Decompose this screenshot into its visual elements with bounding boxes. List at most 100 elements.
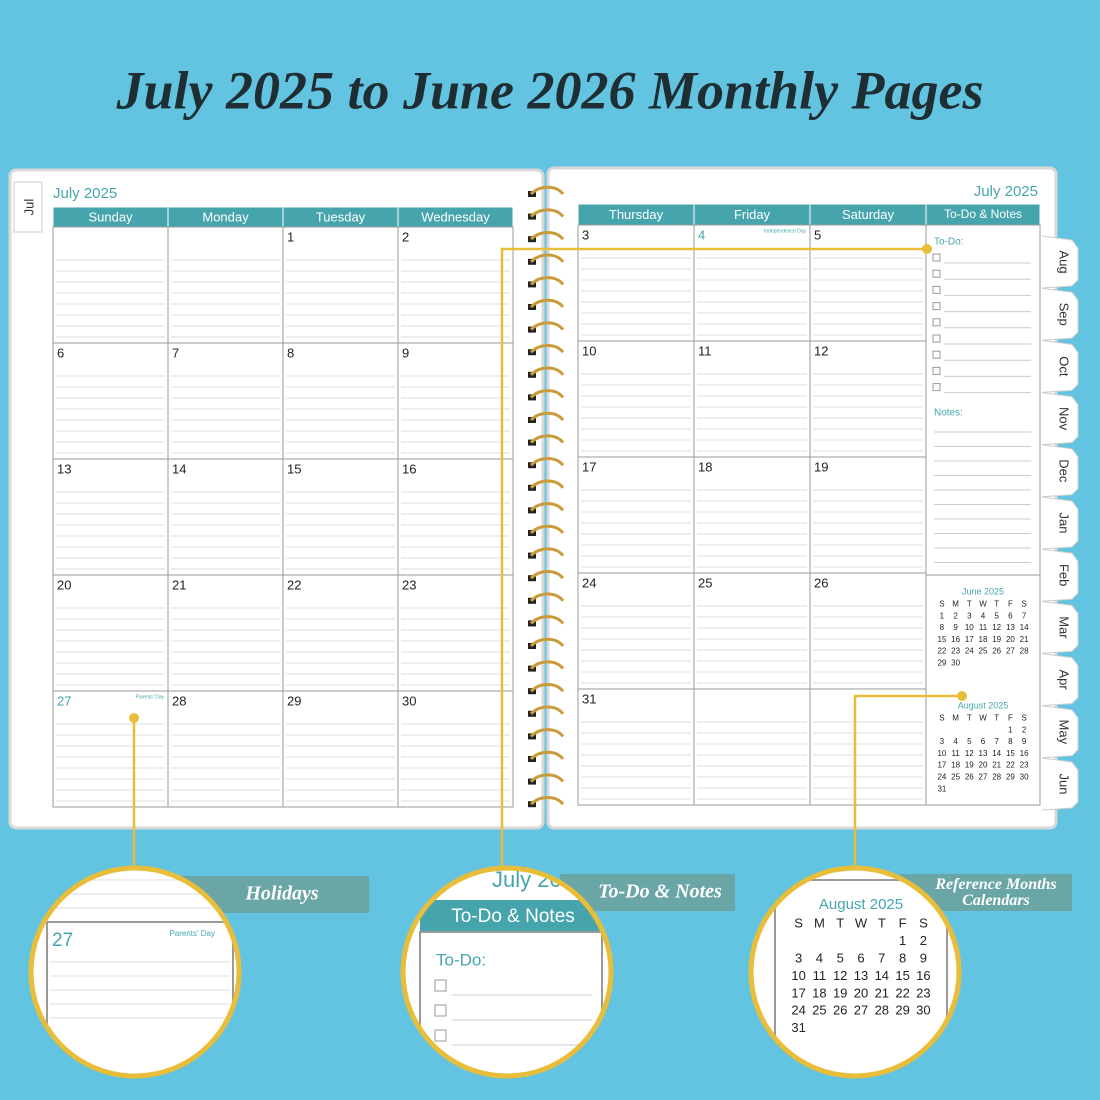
- mini-day: 23: [1020, 761, 1029, 770]
- mini-weekday: T: [994, 599, 999, 608]
- ring: [529, 705, 565, 715]
- day-cell: [52, 690, 169, 808]
- checkbox: [932, 318, 941, 327]
- mini-day: 19: [965, 761, 974, 770]
- mini-day: 3: [940, 737, 945, 746]
- month-tab-label: Jul: [21, 199, 36, 216]
- mini-day: 14: [1020, 623, 1029, 632]
- ring: [529, 502, 565, 512]
- mini-day: 22: [895, 985, 909, 1000]
- mini-day: 30: [916, 1003, 930, 1018]
- holiday-label: Parents' Day: [136, 694, 165, 700]
- mini-day: 19: [992, 635, 1001, 644]
- mini-day: 8: [940, 623, 945, 632]
- month-tab: [1041, 548, 1079, 602]
- month-tab-label: Feb: [1057, 564, 1072, 586]
- month-tab-label: Sep: [1057, 303, 1072, 326]
- day-number: 22: [287, 577, 301, 592]
- day-number: 5: [814, 227, 821, 242]
- mini-day: 30: [1020, 772, 1029, 781]
- ring: [529, 253, 565, 263]
- zoom-ring: [28, 865, 242, 1079]
- day-cell: [282, 226, 399, 344]
- mini-day: 10: [791, 968, 805, 983]
- mini-weekday: T: [967, 599, 972, 608]
- mini-weekday: S: [1021, 599, 1026, 608]
- mini-day: 8: [899, 950, 906, 965]
- mini-day: 6: [1008, 611, 1013, 620]
- day-cell: [577, 224, 695, 342]
- mini-day: 2: [953, 611, 958, 620]
- mini-day: 29: [1006, 772, 1015, 781]
- mini-day: 26: [965, 772, 974, 781]
- day-number: 12: [814, 343, 828, 358]
- day-number: 31: [582, 691, 596, 706]
- mini-day: 18: [812, 985, 826, 1000]
- holiday-label: Independence Day: [764, 228, 806, 234]
- mini-weekday: S: [1021, 713, 1026, 722]
- day-number: 26: [814, 575, 828, 590]
- mini-day: 12: [965, 749, 974, 758]
- mini-day: 26: [833, 1003, 847, 1018]
- mini-weekday: M: [814, 916, 825, 931]
- callout-label: To-Do & Notes: [598, 881, 722, 903]
- mini-day: 21: [992, 761, 1001, 770]
- mini-day: 16: [1020, 749, 1029, 758]
- mini-weekday: T: [878, 916, 886, 931]
- mini-day: 31: [791, 1020, 805, 1035]
- zoom-ring: [748, 865, 962, 1079]
- mini-day: 31: [937, 784, 946, 793]
- mini-day: 7: [1022, 611, 1027, 620]
- weekday-label: Wednesday: [421, 209, 490, 224]
- month-tab: [1041, 392, 1079, 446]
- mini-day: 24: [791, 1003, 805, 1018]
- day-number: 16: [402, 461, 416, 476]
- side-header: [420, 900, 602, 932]
- mini-weekday: W: [979, 713, 987, 722]
- mini-weekday: S: [794, 916, 803, 931]
- day-cell: [809, 456, 927, 574]
- month-tab-label: Dec: [1057, 459, 1072, 483]
- day-number: 18: [698, 459, 712, 474]
- mini-weekday: T: [836, 916, 844, 931]
- mini-day: 5: [837, 950, 844, 965]
- mini-day: 19: [833, 985, 847, 1000]
- day-number: 2: [402, 229, 409, 244]
- mini-weekday: F: [899, 916, 907, 931]
- mini-weekday: M: [952, 599, 959, 608]
- day-cell: [693, 572, 811, 690]
- checkbox: [434, 1029, 447, 1042]
- mini-day: 13: [854, 968, 868, 983]
- day-number: 27: [57, 693, 71, 708]
- mini-day: 3: [967, 611, 972, 620]
- mini-day: 12: [992, 623, 1001, 632]
- day-number: 11: [698, 343, 712, 358]
- checkbox: [932, 334, 941, 343]
- mini-day: 29: [895, 1003, 909, 1018]
- day-cell: [693, 456, 811, 574]
- day-cell: [577, 572, 695, 690]
- ring: [529, 615, 565, 625]
- day-cell: [577, 688, 695, 806]
- mini-day: 18: [979, 635, 988, 644]
- mini-day: 1: [940, 611, 945, 620]
- checkbox: [434, 979, 447, 992]
- day-cell: [167, 342, 284, 460]
- ring: [529, 660, 565, 670]
- mini-weekday: F: [1008, 713, 1013, 722]
- mini-day: 28: [1020, 647, 1029, 656]
- day-cell: [52, 342, 169, 460]
- day-number: 8: [287, 345, 294, 360]
- mini-weekday: S: [939, 599, 944, 608]
- mini-calendar-title: August 2025: [958, 700, 1009, 710]
- day-number: 14: [172, 461, 186, 476]
- day-number: 6: [57, 345, 64, 360]
- mini-day: 5: [994, 611, 999, 620]
- month-tab-label: Jun: [1057, 774, 1072, 795]
- connector: [500, 247, 927, 870]
- ring: [529, 366, 565, 376]
- day-cell: [397, 574, 514, 692]
- connector-dot: [129, 713, 139, 723]
